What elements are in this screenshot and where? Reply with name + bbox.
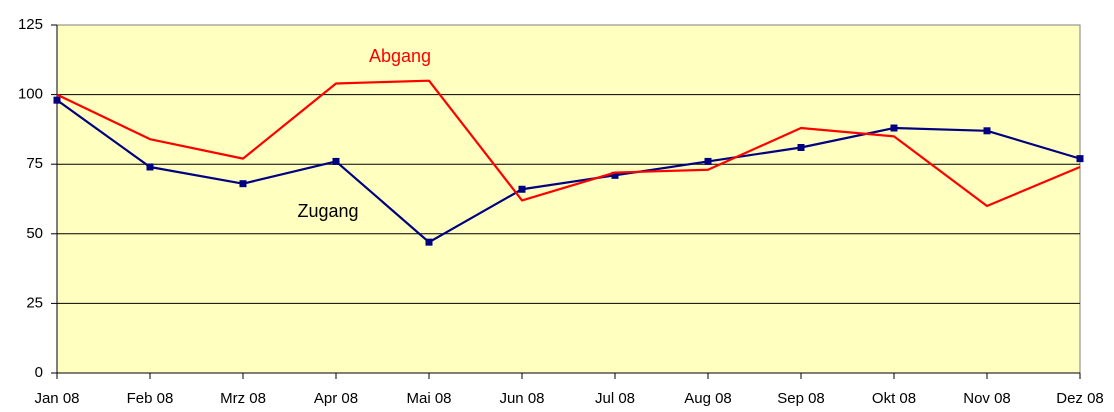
series-marker xyxy=(239,180,247,188)
x-tick-label: Aug 08 xyxy=(684,390,732,407)
series-marker xyxy=(518,185,526,193)
series-marker xyxy=(611,171,619,179)
y-tick-label: 75 xyxy=(26,155,43,172)
series-marker xyxy=(1076,155,1084,163)
series-marker xyxy=(890,124,898,132)
series-line xyxy=(56,99,1081,244)
series-marker xyxy=(53,96,61,104)
series-marker xyxy=(332,157,340,165)
x-tick-label: Apr 08 xyxy=(314,390,358,407)
series-marker xyxy=(146,163,154,171)
x-tick-label: Jan 08 xyxy=(34,390,79,407)
x-tick-label: Dez 08 xyxy=(1056,390,1104,407)
x-tick-label: Jun 08 xyxy=(499,390,544,407)
series-label: Abgang xyxy=(369,46,431,66)
y-tick-label: 125 xyxy=(18,16,43,33)
x-tick-label: Mrz 08 xyxy=(220,390,266,407)
x-tick-label: Okt 08 xyxy=(872,390,916,407)
y-tick-label: 50 xyxy=(26,225,43,242)
x-tick-label: Mai 08 xyxy=(406,390,451,407)
series-label: Zugang xyxy=(297,201,358,221)
series-marker xyxy=(797,143,805,151)
plot-area xyxy=(56,24,1081,374)
y-tick-label: 25 xyxy=(26,294,43,311)
x-tick-label: Nov 08 xyxy=(963,390,1011,407)
series-line xyxy=(56,79,1081,208)
y-tick-label: 100 xyxy=(18,86,43,103)
series-marker xyxy=(425,238,433,246)
series-marker xyxy=(983,127,991,135)
x-tick-label: Sep 08 xyxy=(777,390,825,407)
x-tick-label: Jul 08 xyxy=(595,390,635,407)
series-marker xyxy=(704,157,712,165)
y-tick-label: 0 xyxy=(35,364,43,381)
x-tick-label: Feb 08 xyxy=(127,390,174,407)
